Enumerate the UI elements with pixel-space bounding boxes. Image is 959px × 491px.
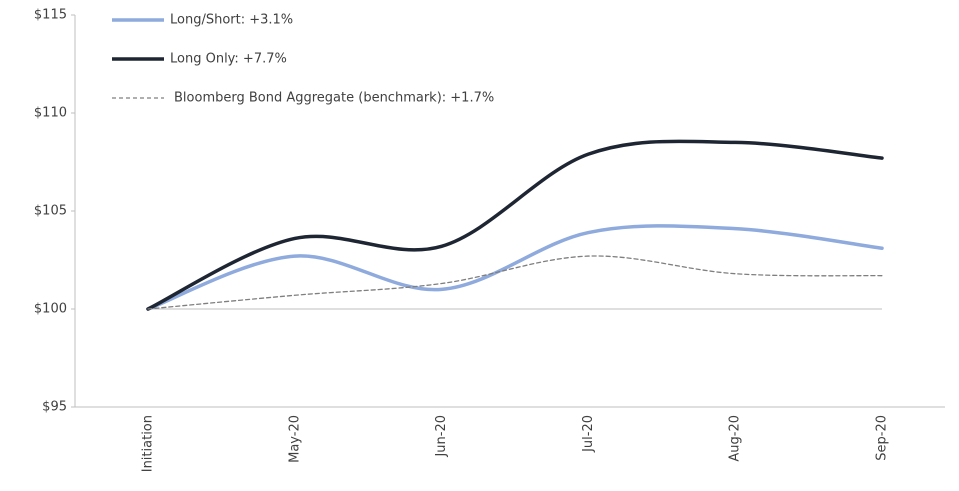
x-tick-label: Sep-20 — [875, 415, 890, 461]
y-tick-label: $105 — [34, 204, 67, 219]
x-tick-label: May-20 — [287, 415, 302, 463]
legend-label: Long Only: +7.7% — [170, 52, 287, 67]
series-line — [146, 224, 884, 311]
x-tick-label: Jul-20 — [581, 415, 596, 453]
legend-label: Bloomberg Bond Aggregate (benchmark): +1… — [174, 91, 494, 106]
x-tick-label: Aug-20 — [728, 415, 743, 462]
y-tick-label: $100 — [34, 302, 67, 317]
y-tick-label: $115 — [34, 8, 67, 23]
y-tick-label: $95 — [42, 400, 67, 415]
x-tick-label: Initiation — [141, 415, 156, 472]
series-line — [146, 139, 884, 311]
series-line — [147, 255, 883, 310]
y-tick-label: $110 — [34, 106, 67, 121]
x-tick-label: Jun-20 — [434, 415, 449, 458]
legend-label: Long/Short: +3.1% — [170, 13, 293, 28]
